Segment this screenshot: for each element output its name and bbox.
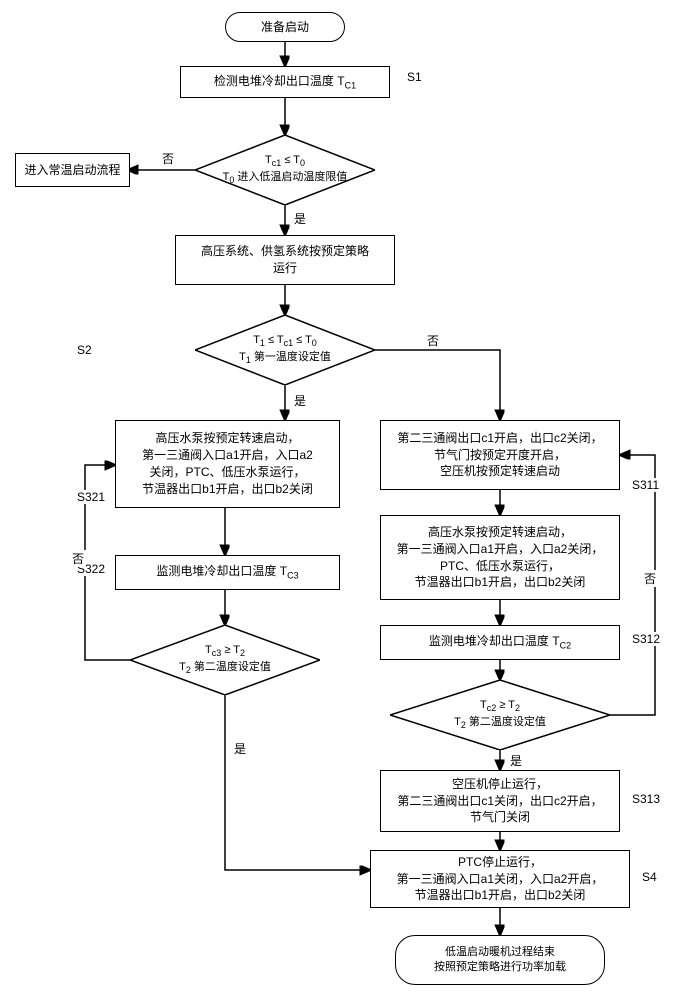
process-detect-tc1: 检测电堆冷却出口温度 TC1 <box>180 66 390 98</box>
process-s312: 监测电堆冷却出口温度 TC2 <box>380 625 620 660</box>
decision-s2-text: T1 ≤ Tc1 ≤ T0 T1 第一温度设定值 <box>239 333 331 367</box>
process-s311a: 第二三通阀出口c1开启，出口c2关闭， 节气门按预定开度开启， 空压机按预定转速… <box>380 420 620 490</box>
process-s321: 高压水泵按预定转速启动， 第一三通阀入口a1开启，入口a2 关闭，PTC、低压水… <box>115 420 340 508</box>
terminator-end: 低温启动暖机过程结束 按照预定策略进行功率加载 <box>395 935 605 985</box>
decision-s2: T1 ≤ Tc1 ≤ T0 T1 第一温度设定值 <box>195 315 375 385</box>
label-no-3: 否 <box>70 550 86 567</box>
label-s313: S313 <box>630 792 662 806</box>
label-s321: S321 <box>75 490 107 504</box>
decision-s322-text: Tc3 ≥ T2 T2 第二温度设定值 <box>179 643 271 677</box>
label-no-4: 否 <box>642 570 658 587</box>
process-s313: 空压机停止运行， 第二三通阀出口c1关闭，出口c2开启， 节气门关闭 <box>380 770 620 832</box>
s322-text: 监测电堆冷却出口温度 TC3 <box>156 563 298 582</box>
label-no-1: 否 <box>160 150 176 167</box>
decision-s1: Tc1 ≤ T0 T0 进入低温启动温度限值 <box>195 135 375 205</box>
process-predef-strategy: 高压系统、供氢系统按预定策略 运行 <box>175 235 395 285</box>
s313-text: 空压机停止运行， 第二三通阀出口c1关闭，出口c2开启， 节气门关闭 <box>397 776 602 826</box>
label-yes-3: 是 <box>232 740 248 757</box>
label-s2: S2 <box>75 343 94 357</box>
process-s311b: 高压水泵按预定转速启动， 第一三通阀入口a1开启，入口a2关闭， PTC、低压水… <box>380 515 620 600</box>
label-s311: S311 <box>630 478 661 492</box>
process-s4: PTC停止运行， 第一三通阀入口a1关闭，入口a2开启， 节温器出口b1开启，出… <box>370 850 630 908</box>
label-yes-1: 是 <box>292 210 308 227</box>
decision-s1-text: Tc1 ≤ T0 T0 进入低温启动温度限值 <box>223 153 348 187</box>
s311b-text: 高压水泵按预定转速启动， 第一三通阀入口a1开启，入口a2关闭， PTC、低压水… <box>397 524 604 591</box>
s311a-text: 第二三通阀出口c1开启，出口c2关闭， 节气门按预定开度开启， 空压机按预定转速… <box>397 430 602 480</box>
end-label: 低温启动暖机过程结束 按照预定策略进行功率加载 <box>434 945 566 976</box>
label-s312: S312 <box>630 632 662 646</box>
terminator-start: 准备启动 <box>225 12 345 42</box>
process-normal-start: 进入常温启动流程 <box>15 153 130 187</box>
detect-tc1-text: 检测电堆冷却出口温度 TC1 <box>214 73 356 92</box>
decision-s312: Tc2 ≥ T2 T2 第二温度设定值 <box>390 680 610 750</box>
s4-text: PTC停止运行， 第一三通阀入口a1关闭，入口a2开启， 节温器出口b1开启，出… <box>397 854 604 904</box>
process-s322: 监测电堆冷却出口温度 TC3 <box>115 555 340 590</box>
s321-text: 高压水泵按预定转速启动， 第一三通阀入口a1开启，入口a2 关闭，PTC、低压水… <box>142 430 313 497</box>
label-s4: S4 <box>640 870 659 884</box>
normal-start-text: 进入常温启动流程 <box>24 162 120 179</box>
label-yes-2: 是 <box>292 392 308 409</box>
start-label: 准备启动 <box>261 19 309 36</box>
decision-s322: Tc3 ≥ T2 T2 第二温度设定值 <box>130 625 320 695</box>
label-yes-4: 是 <box>508 752 524 769</box>
label-no-2: 否 <box>425 332 441 349</box>
s312-text: 监测电堆冷却出口温度 TC2 <box>429 633 571 652</box>
label-s1: S1 <box>405 70 424 84</box>
predef-text: 高压系统、供氢系统按预定策略 运行 <box>201 243 369 277</box>
decision-s312-text: Tc2 ≥ T2 T2 第二温度设定值 <box>454 698 546 732</box>
